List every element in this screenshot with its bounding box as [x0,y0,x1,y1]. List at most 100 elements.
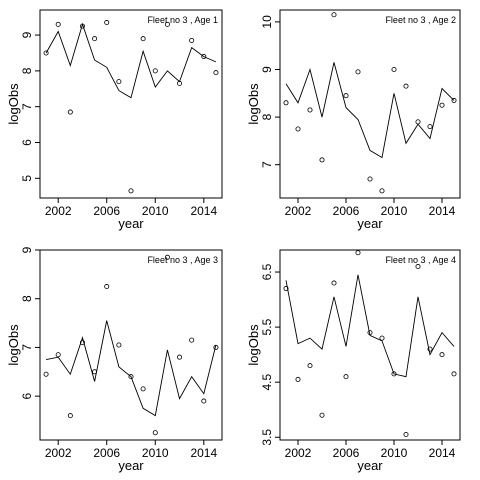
panel-2: Fleet no 3 , Age 2 2002 2006 2010 2014 7 8 9 10 y… [246,9,461,231]
observed-point [92,369,98,375]
observed-point [116,79,122,85]
plot-frame [279,9,461,199]
y-axis-label: logObs [6,83,21,125]
observed-point [307,363,313,369]
observed-point [201,54,207,60]
x-tick-label: 2014 [429,446,456,460]
observed-point [189,37,195,43]
observed-point [43,50,49,56]
observed-point [140,36,146,42]
observed-point [283,100,289,106]
observed-point [55,352,61,358]
panel-4: Fleet no 3 , Age 4 2002 2006 2010 2014 3.5 4.5… [246,249,461,473]
x-axis-label: year [118,216,144,231]
y-tick-label: 5 [20,175,34,182]
observed-point [104,284,110,290]
y-tick-label: 4.5 [260,374,274,391]
x-tick-label: 2002 [45,204,72,218]
observed-point [104,20,110,26]
observed-point [367,330,373,336]
observed-point [177,80,183,86]
observed-point [213,70,219,76]
observed-point [319,157,325,163]
observed-point [201,398,207,404]
y-tick-label: 10 [260,15,274,29]
observed-point [213,344,219,350]
y-tick-label: 9 [20,246,34,253]
panel-title: Fleet no 3 , Age 1 [147,15,218,25]
x-tick-label: 2010 [142,446,169,460]
y-axis-label: logObs [246,83,261,125]
observed-point [403,83,409,89]
observed-point [403,431,409,437]
observed-point [367,176,373,182]
fitted-line [45,22,217,99]
observed-point [391,371,397,377]
observed-point [427,346,433,352]
observed-point [189,337,195,343]
observed-point [92,36,98,42]
x-tick-label: 2010 [381,446,408,460]
observed-point [343,93,349,99]
x-tick-label: 2002 [45,446,72,460]
y-tick-label: 8 [20,295,34,302]
y-tick-label: 7 [260,161,274,168]
observed-point [67,109,73,115]
observed-point [295,376,301,382]
observed-point [164,254,170,260]
plot-frame [279,249,461,441]
observed-point [331,12,337,18]
observed-point [128,188,134,194]
observed-point [152,68,158,74]
x-tick-label: 2006 [93,446,120,460]
observed-point [355,250,361,256]
plot-frame [39,249,223,441]
x-tick-label: 2010 [381,204,408,218]
observed-point [43,371,49,377]
panel-3: Fleet no 3 , Age 3 2002 2006 2010 2014 6 7 8 9 ye… [6,246,223,473]
x-axis-label: year [357,216,383,231]
x-tick-label: 2014 [190,204,217,218]
x-tick-label: 2002 [285,446,312,460]
observed-point [79,23,85,29]
panel-title: Fleet no 3 , Age 3 [147,255,218,265]
y-axis-label: logObs [6,324,21,366]
x-tick-label: 2010 [142,204,169,218]
observed-point [439,352,445,358]
observed-point [128,374,134,380]
observed-point [164,21,170,27]
observed-point [177,354,183,360]
y-tick-label: 8 [20,67,34,74]
observed-point [379,188,385,194]
fitted-line [285,274,455,378]
observed-point [379,335,385,341]
observed-point [140,386,146,392]
observed-point [451,97,457,103]
observed-point [355,69,361,75]
y-tick-label: 5.5 [260,318,274,335]
observed-point [415,264,421,270]
observed-point [295,126,301,132]
observed-point [116,342,122,348]
y-axis-label: logObs [246,324,261,366]
y-tick-label: 9 [20,31,34,38]
y-tick-label: 3.5 [260,429,274,446]
observed-point [391,66,397,72]
observed-point [283,286,289,292]
x-tick-label: 2006 [333,204,360,218]
observed-point [152,430,158,436]
panel-1: Fleet no 3 , Age 1 2002 2006 2010 2014 5 6 7 8 9 y… [6,9,223,231]
panel-title: Fleet no 3 , Age 4 [385,255,456,265]
observed-point [439,102,445,108]
fitted-line [46,320,217,417]
y-tick-label: 8 [260,113,274,120]
observed-point [451,371,457,377]
observed-point [427,124,433,130]
x-tick-label: 2002 [285,204,312,218]
fitted-line [285,62,455,159]
x-tick-label: 2006 [333,446,360,460]
x-tick-label: 2014 [190,446,217,460]
y-tick-label: 6 [20,139,34,146]
y-tick-label: 6 [20,392,34,399]
